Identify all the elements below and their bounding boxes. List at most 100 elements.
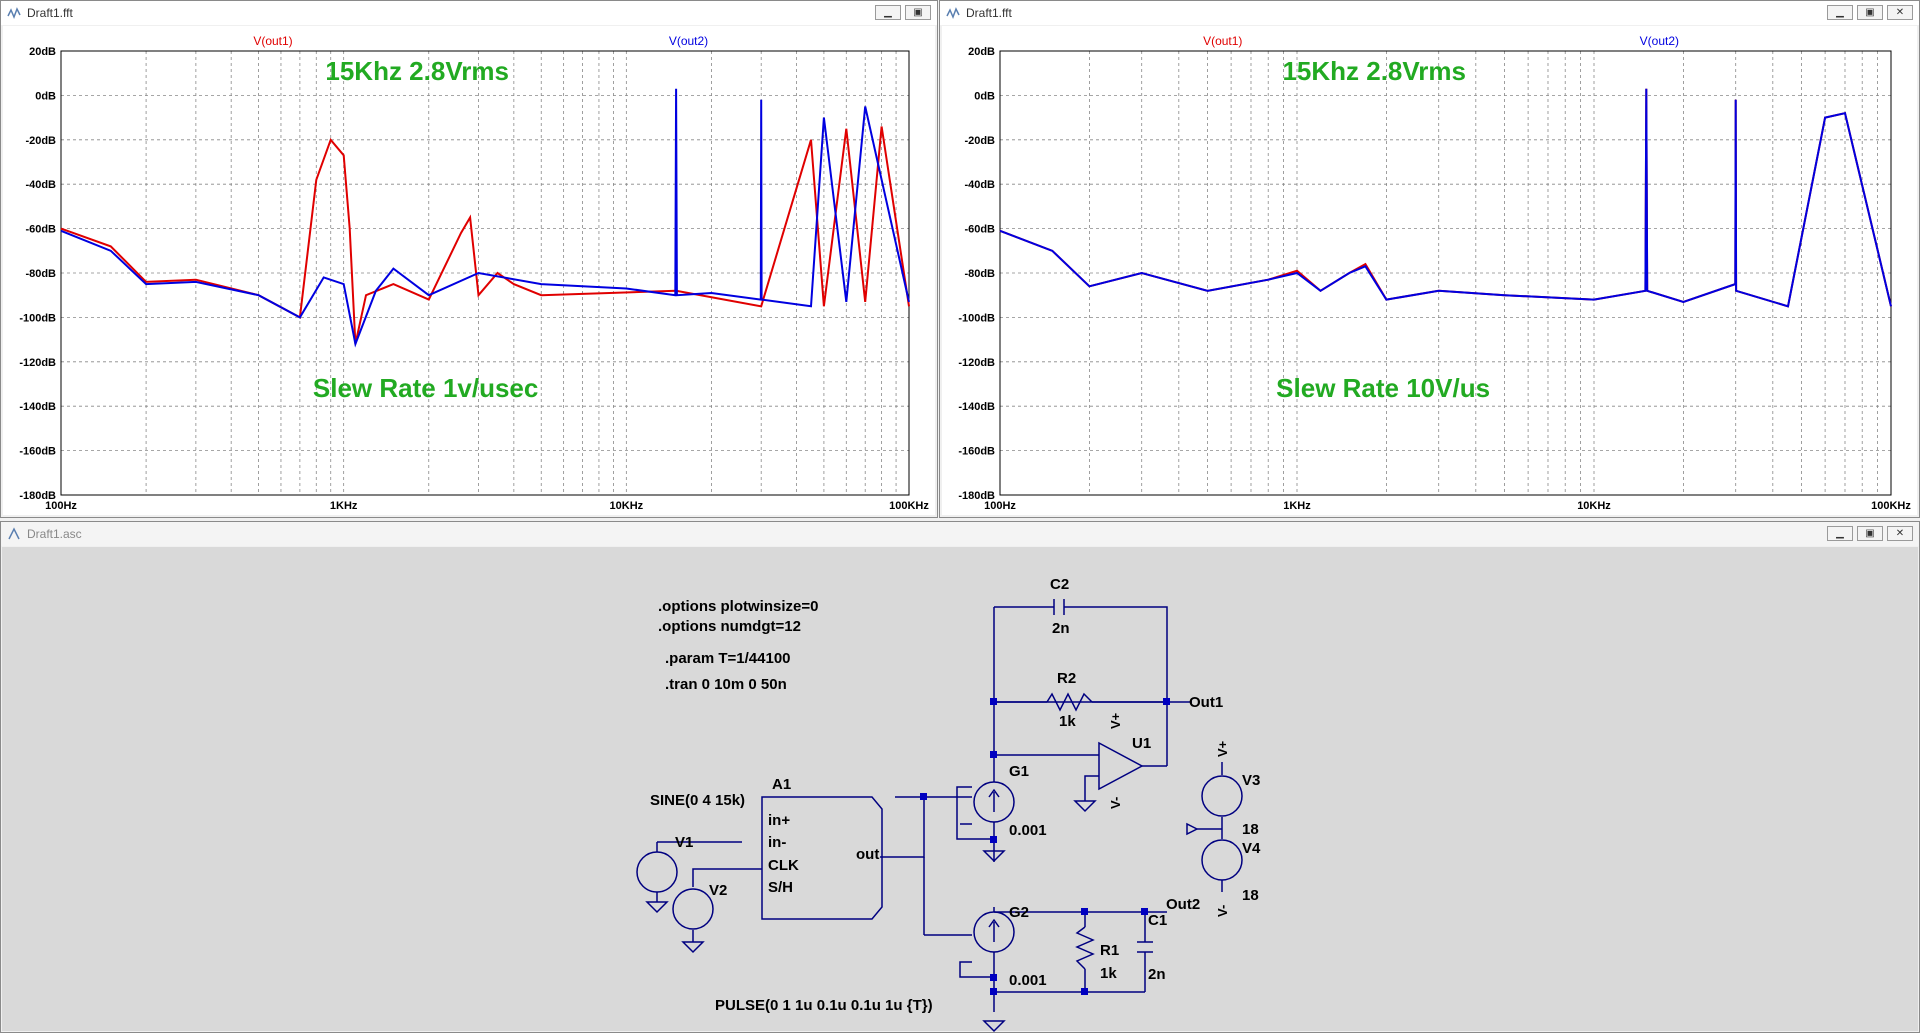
series-trace-2[interactable] [60,88,910,348]
a1-pin-label: CLK [768,857,799,874]
x-tick-label: 1KHz [1283,500,1311,512]
y-tick-label: -140dB [19,401,56,413]
series-trace-1[interactable] [60,126,910,345]
net-label-out1[interactable]: Out1 [1189,694,1223,711]
a1-pin-label: in+ [768,812,790,829]
y-tick-label: 20dB [968,46,995,58]
y-tick-label: -20dB [25,135,56,147]
y-tick-label: -60dB [25,224,56,236]
c2-value[interactable]: 2n [1052,620,1070,637]
g2-value[interactable]: 0.001 [1009,972,1047,989]
chart-title-note[interactable]: 15Khz 2.8Vrms [325,56,509,86]
window-title: Draft1.fft [966,6,1012,20]
x-tick-label: 10KHz [610,500,644,512]
minimize-button[interactable]: ▁ [875,5,901,20]
v4-value[interactable]: 18 [1242,887,1259,904]
r1-value[interactable]: 1k [1100,965,1117,982]
slew-rate-note[interactable]: Slew Rate 10V/us [1276,373,1490,403]
schematic-icon [8,527,20,540]
components [636,599,1243,1033]
y-tick-label: 20dB [29,46,56,58]
g1-value[interactable]: 0.001 [1009,822,1047,839]
y-tick-label: 0dB [35,90,56,102]
fft-window-1[interactable]: Draft1.fft ▁ ▣ 20dB 0dB -20dB -40dB -60dB -80… [0,0,938,518]
v3-label[interactable]: V3 [1242,772,1260,789]
g1-label[interactable]: G1 [1009,763,1029,780]
r2-value[interactable]: 1k [1059,713,1076,730]
c1-value[interactable]: 2n [1148,966,1166,983]
c2-label[interactable]: C2 [1050,576,1069,593]
minimize-button[interactable]: ▁ [1827,526,1853,541]
g2-label[interactable]: G2 [1009,904,1029,921]
vminus-label: V- [1108,797,1123,809]
restore-button[interactable]: ▣ [905,5,931,20]
r1-label[interactable]: R1 [1100,942,1119,959]
vplus-label: V+ [1108,712,1123,729]
r2-label[interactable]: R2 [1057,670,1076,687]
v1-value[interactable]: SINE(0 4 15k) [650,792,745,809]
window-title: Draft1.asc [27,527,82,541]
y-tick-label: -80dB [25,268,56,280]
a1-pin-label: S/H [768,879,793,896]
y-tick-label: -180dB [958,490,995,502]
v2-value[interactable]: PULSE(0 1 1u 0.1u 0.1u 1u {T}) [715,997,933,1014]
directive-text[interactable]: .options plotwinsize=0 [658,598,818,615]
schematic-window[interactable]: Draft1.asc ▁ ▣ ✕ .options plotwinsize=0 … [0,521,1920,1033]
y-tick-label: -80dB [964,268,995,280]
x-tick-label: 100Hz [984,500,1016,512]
fft-plot-2[interactable]: 20dB 0dB -20dB -40dB -60dB -80dB -100dB -120dB -… [942,26,1917,515]
a1-pin-label: in- [768,834,786,851]
schematic-canvas[interactable]: .options plotwinsize=0 .options numdgt=1… [2,547,1920,1033]
fft-chart-1[interactable]: 20dB 0dB -20dB -40dB -60dB -80dB -100dB -120dB -… [3,26,935,515]
fft-plot-1[interactable]: 20dB 0dB -20dB -40dB -60dB -80dB -100dB -120dB -… [3,26,935,515]
a1-out-label: out [856,846,879,863]
junction-dots [920,698,1170,995]
y-tick-label: -180dB [19,490,56,502]
series-name-2[interactable]: V(out2) [1640,34,1679,48]
y-tick-label: 0dB [974,90,995,102]
y-tick-label: -40dB [964,179,995,191]
directive-text[interactable]: .tran 0 10m 0 50n [665,676,787,693]
v1-label[interactable]: V1 [675,834,693,851]
a1-label[interactable]: A1 [772,776,791,793]
fft-window-1-titlebar[interactable]: Draft1.fft ▁ ▣ [1,1,937,25]
close-button[interactable]: ✕ [1887,5,1913,20]
restore-button[interactable]: ▣ [1857,5,1883,20]
waveform-icon [946,7,960,20]
net-label-out2[interactable]: Out2 [1166,896,1200,913]
fft-window-2[interactable]: Draft1.fft ▁ ▣ ✕ 20dB 0dB -20dB -40dB -60dB -… [939,0,1920,518]
directive-text[interactable]: .param T=1/44100 [665,650,791,667]
series-trace-2[interactable] [999,88,1892,308]
vminus-label: V- [1215,905,1230,917]
restore-button[interactable]: ▣ [1857,526,1883,541]
waveform-icon [7,7,21,20]
series-name-2[interactable]: V(out2) [669,34,708,48]
plot-frame [60,50,910,496]
x-tick-label: 100KHz [889,500,929,512]
schematic-drawing[interactable]: .options plotwinsize=0 .options numdgt=1… [2,547,1920,1033]
v2-label[interactable]: V2 [709,882,727,899]
y-tick-label: -60dB [964,224,995,236]
directive-text[interactable]: .options numdgt=12 [658,618,801,635]
slew-rate-note[interactable]: Slew Rate 1v/usec [313,373,538,403]
y-tick-label: -100dB [958,312,995,324]
minimize-button[interactable]: ▁ [1827,5,1853,20]
close-button[interactable]: ✕ [1887,526,1913,541]
y-tick-label: -100dB [19,312,56,324]
chart-title-note[interactable]: 15Khz 2.8Vrms [1282,56,1466,86]
fft-window-2-titlebar[interactable]: Draft1.fft ▁ ▣ ✕ [940,1,1919,25]
y-tick-label: -140dB [958,401,995,413]
schematic-window-titlebar[interactable]: Draft1.asc ▁ ▣ ✕ [1,522,1919,546]
u1-label[interactable]: U1 [1132,735,1151,752]
fft-chart-2[interactable]: 20dB 0dB -20dB -40dB -60dB -80dB -100dB -120dB -… [942,26,1917,515]
series-name-1[interactable]: V(out1) [253,34,292,48]
series-trace-1[interactable] [999,88,1892,308]
c1-label[interactable]: C1 [1148,912,1167,929]
v3-value[interactable]: 18 [1242,821,1259,838]
y-tick-label: -160dB [19,446,56,458]
y-tick-label: -40dB [25,179,56,191]
window-title: Draft1.fft [27,6,73,20]
x-tick-label: 1KHz [330,500,358,512]
v4-label[interactable]: V4 [1242,840,1261,857]
series-name-1[interactable]: V(out1) [1203,34,1242,48]
